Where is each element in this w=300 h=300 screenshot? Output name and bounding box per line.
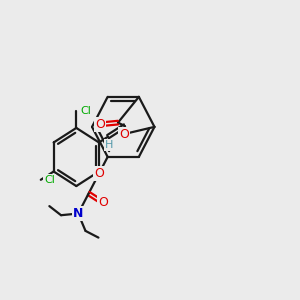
Text: O: O	[98, 196, 108, 209]
Text: N: N	[73, 207, 83, 220]
Text: Cl: Cl	[44, 175, 55, 185]
Text: O: O	[119, 128, 129, 141]
Text: O: O	[94, 167, 104, 180]
Text: O: O	[95, 118, 105, 131]
Text: H: H	[105, 140, 113, 150]
Text: Cl: Cl	[80, 106, 91, 116]
